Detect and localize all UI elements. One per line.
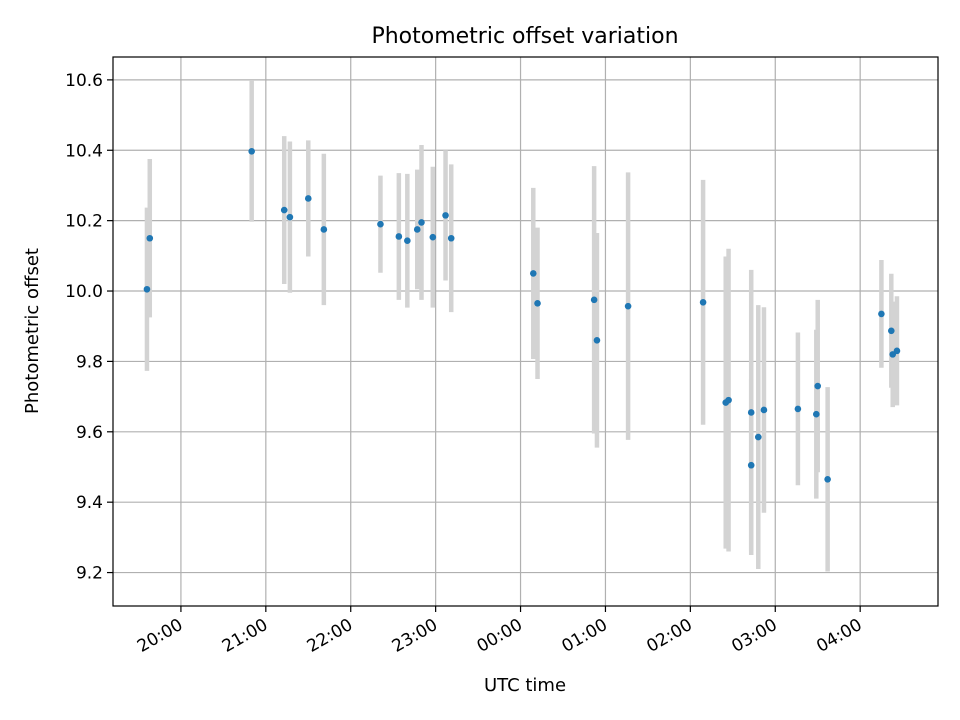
y-tick-label: 9.2 — [76, 564, 103, 584]
grid — [113, 57, 938, 606]
data-point — [529, 270, 537, 277]
x-tick-label: 02:00 — [643, 615, 695, 657]
y-tick-label: 10.0 — [65, 282, 103, 302]
data-point — [320, 226, 328, 233]
data-point — [593, 336, 601, 344]
data-point — [395, 233, 403, 240]
data-point — [286, 213, 294, 221]
error-bars — [144, 80, 900, 572]
data-point — [794, 405, 802, 413]
data-point — [747, 409, 755, 416]
y-tick-label: 9.8 — [76, 352, 103, 372]
data-points — [143, 148, 901, 483]
y-tick-label: 9.6 — [76, 423, 103, 443]
data-point — [699, 298, 707, 306]
data-point — [878, 310, 885, 318]
y-tick-label: 10.6 — [65, 71, 103, 91]
data-point — [893, 347, 901, 355]
data-point — [418, 219, 425, 226]
data-point — [143, 285, 151, 293]
data-point — [413, 226, 421, 233]
data-point — [248, 148, 255, 155]
data-point — [447, 234, 455, 242]
data-point — [725, 396, 732, 404]
plot-frame — [112, 56, 939, 607]
data-point — [404, 237, 411, 245]
data-point — [534, 300, 541, 307]
data-point — [813, 410, 820, 418]
data-point — [888, 327, 895, 335]
x-tick-label: 00:00 — [474, 615, 526, 657]
y-tick-label: 10.2 — [65, 212, 103, 232]
y-axis: 9.2 9.4 9.6 9.8 10.0 10.2 10.4 10.6 — [65, 71, 113, 584]
data-point — [442, 212, 449, 219]
x-axis: 20:00 21:00 22:00 23:00 00:00 01:00 02:00 03:00… — [134, 606, 866, 657]
data-point — [590, 296, 598, 304]
data-point — [280, 206, 288, 214]
x-tick-label: 20:00 — [134, 615, 186, 657]
x-tick-label: 22:00 — [304, 615, 356, 657]
data-point — [377, 220, 384, 228]
data-point — [814, 382, 822, 390]
y-tick-label: 9.4 — [76, 493, 103, 513]
data-point — [304, 195, 312, 202]
x-tick-label: 04:00 — [813, 615, 865, 657]
x-tick-label: 03:00 — [728, 615, 780, 657]
chart-title: Photometric offset variation — [371, 24, 678, 49]
data-point — [754, 433, 762, 441]
x-axis-label: UTC time — [484, 675, 566, 696]
data-point — [760, 406, 768, 414]
data-point — [429, 233, 437, 241]
data-point — [824, 476, 831, 483]
y-axis-label: Photometric offset — [22, 248, 43, 414]
x-tick-label: 01:00 — [559, 615, 611, 657]
x-tick-label: 23:00 — [389, 615, 441, 657]
data-point — [146, 234, 154, 242]
data-point — [747, 461, 755, 469]
data-point — [624, 302, 632, 310]
y-tick-label: 10.4 — [65, 141, 103, 161]
x-tick-label: 21:00 — [219, 615, 271, 657]
